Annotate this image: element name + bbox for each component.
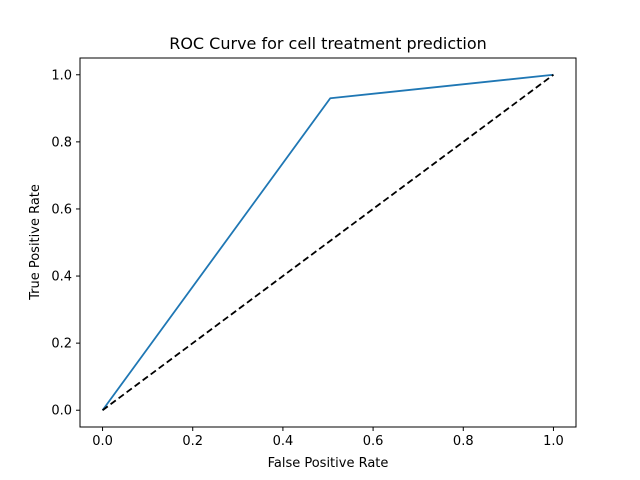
x-axis-ticks: 0.0 0.2 0.4 0.6 0.8 1.0 [92,427,564,449]
x-tick-label: 0.6 [363,434,384,449]
x-tick-label: 0.2 [182,434,203,449]
diagonal-reference-line [102,74,554,411]
y-axis-ticks: 0.0 0.2 0.4 0.6 0.8 1.0 [51,68,80,419]
y-tick-label: 0.4 [51,270,72,285]
plot-area: 0.0 0.2 0.4 0.6 0.8 1.0 0.0 0.2 0.4 0.6 0.8 1.0 [51,57,577,449]
y-tick-label: 1.0 [51,68,72,83]
series-layer [101,73,554,411]
y-tick-label: 0.6 [51,202,72,217]
y-tick-label: 0.0 [51,404,72,419]
x-tick-label: 0.4 [273,434,294,449]
x-tick-label: 0.0 [92,434,113,449]
chart-title: ROC Curve for cell treatment prediction [169,34,487,53]
y-axis-label: True Positive Rate [28,184,43,301]
x-axis-label: False Positive Rate [268,456,389,471]
x-tick-label: 1.0 [543,434,564,449]
y-tick-label: 0.8 [51,135,72,150]
x-tick-label: 0.8 [453,434,474,449]
y-tick-label: 0.2 [51,337,72,352]
roc-curve-line [101,73,554,411]
plot-frame [79,57,577,428]
